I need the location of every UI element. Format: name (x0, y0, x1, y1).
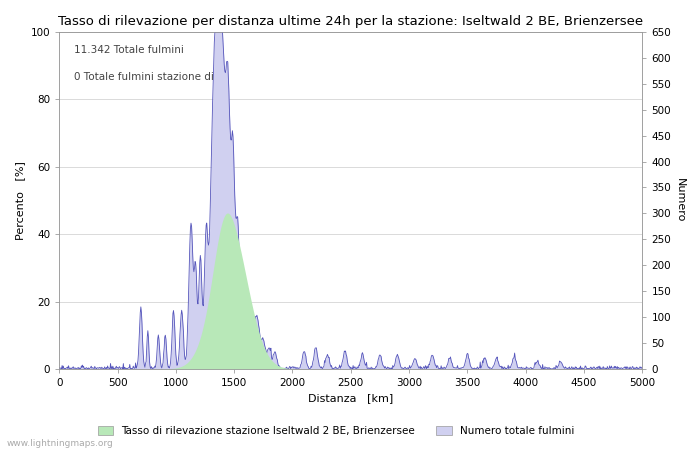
Title: Tasso di rilevazione per distanza ultime 24h per la stazione: Iseltwald 2 BE, Br: Tasso di rilevazione per distanza ultime… (58, 15, 643, 28)
Text: 0 Totale fulmini stazione di: 0 Totale fulmini stazione di (74, 72, 214, 82)
Y-axis label: Numero: Numero (675, 178, 685, 223)
Legend: Tasso di rilevazione stazione Iseltwald 2 BE, Brienzersee, Numero totale fulmini: Tasso di rilevazione stazione Iseltwald … (93, 422, 579, 440)
Text: www.lightningmaps.org: www.lightningmaps.org (7, 439, 113, 448)
X-axis label: Distanza   [km]: Distanza [km] (308, 393, 393, 404)
Text: 11.342 Totale fulmini: 11.342 Totale fulmini (74, 45, 183, 55)
Y-axis label: Percento   [%]: Percento [%] (15, 161, 25, 240)
